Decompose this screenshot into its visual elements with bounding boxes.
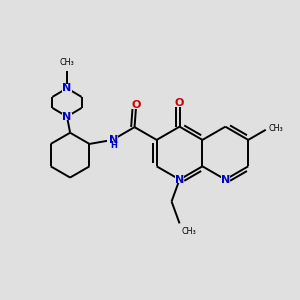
Text: O: O xyxy=(131,100,141,110)
FancyBboxPatch shape xyxy=(175,176,184,183)
Text: N: N xyxy=(110,135,119,145)
Text: CH₃: CH₃ xyxy=(269,124,284,133)
Text: CH₃: CH₃ xyxy=(60,58,74,68)
Text: N: N xyxy=(62,112,72,122)
FancyBboxPatch shape xyxy=(175,100,184,107)
FancyBboxPatch shape xyxy=(62,84,72,92)
Text: N: N xyxy=(62,83,72,93)
FancyBboxPatch shape xyxy=(221,176,230,183)
Text: H: H xyxy=(111,141,118,150)
Text: CH₃: CH₃ xyxy=(181,227,196,236)
Text: N: N xyxy=(175,175,184,184)
FancyBboxPatch shape xyxy=(131,101,141,109)
Text: O: O xyxy=(175,98,184,108)
Text: N: N xyxy=(221,175,230,184)
FancyBboxPatch shape xyxy=(106,136,119,144)
FancyBboxPatch shape xyxy=(62,113,72,121)
